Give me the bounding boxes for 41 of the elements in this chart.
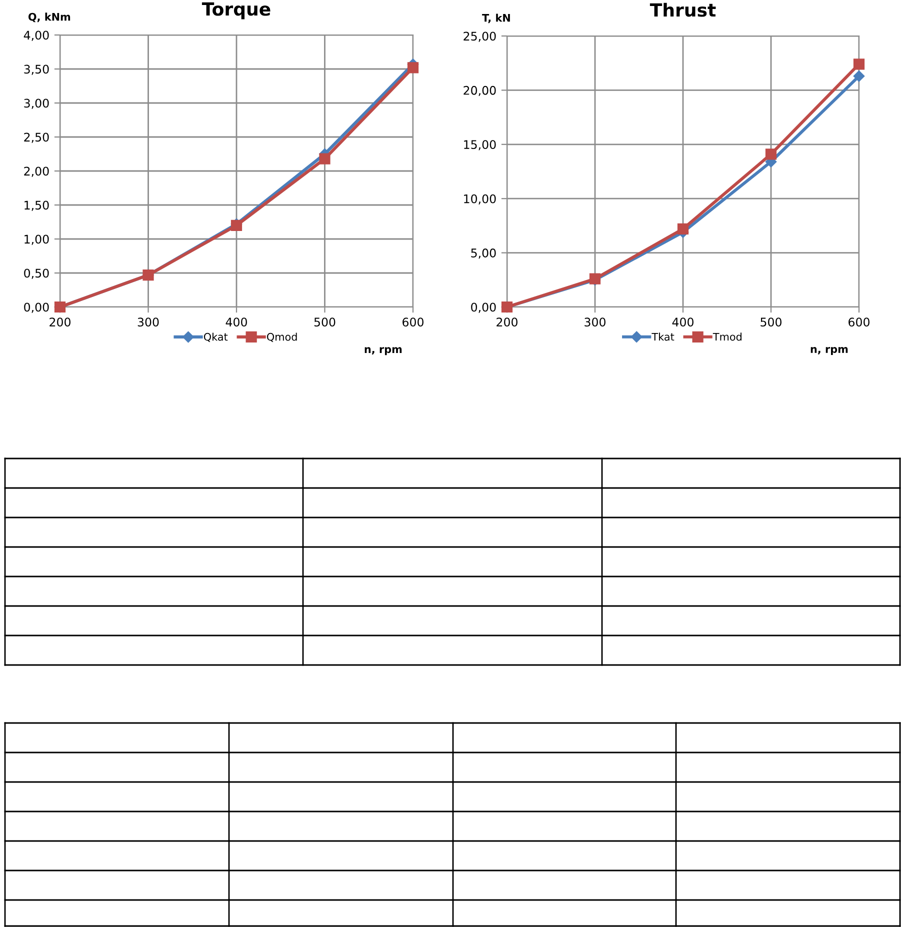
legend-label: Tmod [712, 332, 742, 341]
y-tick-label: 0,50 [24, 268, 49, 279]
y-tick-label: 5,00 [471, 248, 496, 259]
x-tick-label: 600 [402, 318, 424, 327]
x-tick-label: 400 [672, 318, 694, 327]
point [319, 153, 330, 164]
y-tick-label: 1,00 [24, 234, 49, 245]
chart-title: Thrust [650, 2, 716, 17]
x-tick-label: 600 [848, 318, 870, 327]
x-tick-label: 200 [496, 318, 518, 327]
y-tick-label: 3,50 [24, 64, 49, 75]
y-tick-label: 2,50 [24, 132, 49, 143]
y-tick-label: 4,00 [24, 30, 49, 41]
point [853, 70, 865, 82]
y-tick-label: 2,00 [24, 166, 49, 177]
x-axis-title: n, rpm [810, 347, 848, 356]
x-axis-title: n, rpm [364, 347, 402, 356]
y-tick-label: 15,00 [464, 140, 496, 150]
point [853, 58, 865, 70]
point [407, 62, 419, 74]
x-tick-label: 200 [50, 318, 70, 327]
x-tick-label: 400 [226, 318, 247, 327]
x-tick-label: 500 [314, 318, 336, 327]
x-tick-label: 300 [584, 318, 606, 327]
y-tick-label: 10,00 [464, 194, 496, 204]
legend-label: Tkat [652, 332, 674, 341]
point [765, 148, 777, 160]
x-tick-label: 300 [138, 318, 159, 327]
y-tick-label: 25,00 [464, 32, 496, 42]
x-tick-label: 500 [760, 318, 782, 327]
y-tick-label: 3,00 [24, 98, 49, 109]
y-axis-title: Q, kNm [28, 12, 70, 22]
legend-label: Qkat [204, 332, 228, 342]
legend-label: Qmod [267, 332, 297, 342]
point [677, 223, 689, 235]
y-tick-label: 0,00 [471, 302, 496, 313]
y-tick-label: 20,00 [464, 86, 496, 96]
y-axis-title: T, kN [482, 14, 510, 24]
y-tick-label: 1,50 [24, 200, 49, 211]
chart-title: Torque [202, 2, 270, 20]
y-tick-label: 0,00 [24, 302, 49, 313]
